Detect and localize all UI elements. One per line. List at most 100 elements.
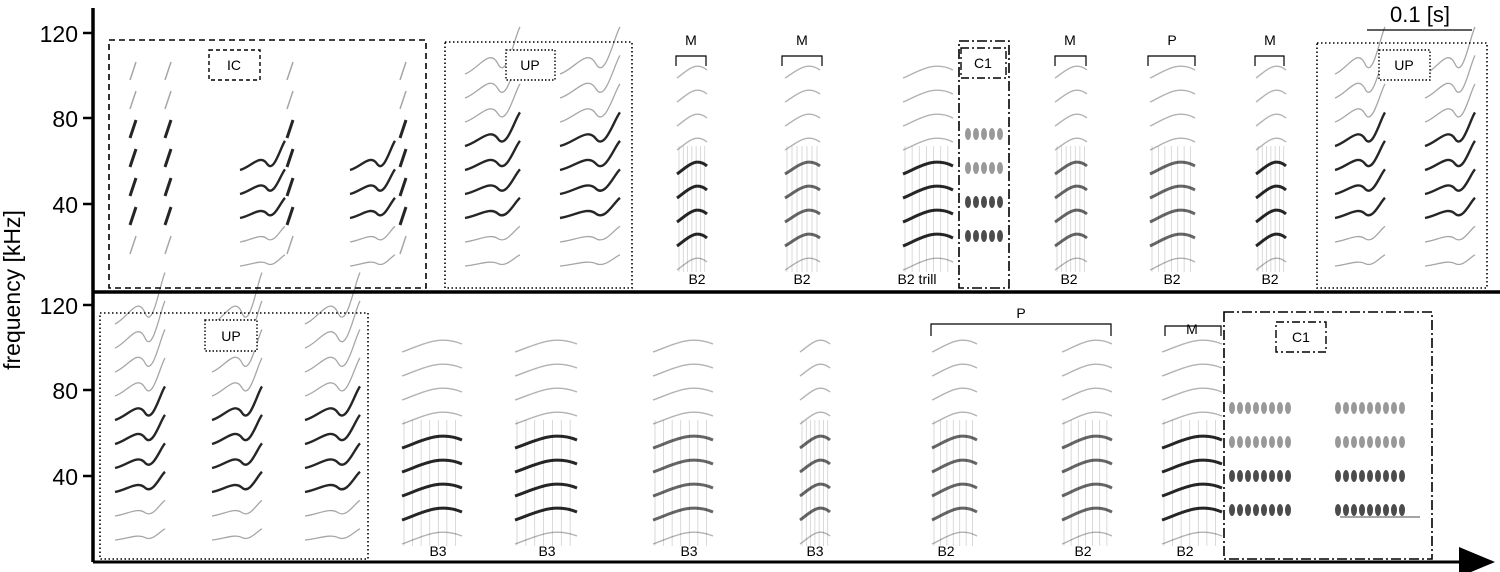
syllable-label: B2	[1163, 271, 1180, 287]
chirp-element	[1343, 470, 1349, 482]
label-box-c1-top	[960, 47, 1007, 79]
harmonic-trace	[211, 357, 263, 397]
harmonic-trace	[464, 196, 521, 220]
chirp-element	[973, 230, 979, 242]
harmonic-trace	[1334, 83, 1386, 123]
harmonic-trace	[349, 168, 396, 196]
chirp-element	[1359, 470, 1365, 482]
harmonic-trace	[784, 137, 821, 151]
harmonic-trace	[349, 254, 396, 267]
harmonic-trace	[164, 90, 172, 110]
chirp-element	[965, 128, 971, 140]
harmonic-trace	[559, 168, 621, 196]
harmonic-trace	[1149, 208, 1196, 224]
harmonic-trace	[559, 83, 621, 123]
harmonic-trace	[1424, 111, 1477, 148]
chirp-element	[1229, 470, 1235, 482]
chirp-element	[1269, 402, 1275, 414]
chirp-element	[981, 230, 987, 242]
chirp-element	[973, 196, 979, 208]
chirp-element	[1391, 504, 1397, 516]
harmonic-trace	[401, 363, 463, 377]
harmonic-trace	[652, 506, 714, 522]
harmonic-trace	[285, 119, 295, 139]
bracket-label: M	[1186, 321, 1198, 337]
harmonic-trace	[286, 61, 294, 81]
chirp-element	[1277, 402, 1283, 414]
chirp-element	[997, 128, 1003, 140]
chirp-element	[1399, 504, 1405, 516]
harmonic-trace	[931, 387, 978, 401]
chirp-element	[1391, 402, 1397, 414]
harmonic-trace	[902, 232, 954, 248]
chirp-element	[1245, 436, 1251, 448]
harmonic-trace	[1161, 506, 1223, 522]
chirp-element	[1383, 436, 1389, 448]
chirp-element	[1253, 402, 1259, 414]
harmonic-trace	[398, 119, 408, 139]
harmonic-trace	[514, 531, 578, 545]
chirp-element	[1391, 470, 1397, 482]
harmonic-trace	[304, 414, 361, 446]
harmonic-trace	[1161, 411, 1223, 425]
label-box-up-2	[1378, 49, 1431, 81]
chirp-element	[981, 128, 987, 140]
harmonic-trace	[514, 506, 578, 522]
harmonic-trace	[114, 385, 167, 422]
label-up-3: UP	[221, 328, 240, 344]
chirp-element	[981, 196, 987, 208]
chirp-element	[1367, 436, 1373, 448]
chirp-element	[1359, 436, 1365, 448]
label-box-ic	[208, 49, 261, 81]
harmonic-trace	[1255, 257, 1287, 271]
harmonic-trace	[211, 385, 264, 422]
harmonic-trace	[559, 111, 621, 148]
harmonic-trace	[399, 61, 407, 81]
harmonic-trace	[285, 148, 295, 168]
chirp-element	[1229, 402, 1235, 414]
harmonic-trace	[931, 411, 978, 425]
harmonic-trace	[239, 196, 286, 220]
harmonic-trace	[211, 414, 264, 446]
harmonic-trace	[1424, 254, 1476, 267]
harmonic-trace	[931, 531, 978, 545]
harmonic-trace	[902, 89, 954, 103]
chirp-element	[1367, 470, 1373, 482]
harmonic-trace	[211, 528, 263, 541]
chirp-element	[1277, 504, 1283, 516]
harmonic-trace	[559, 140, 621, 172]
harmonic-trace	[401, 531, 463, 545]
label-up-2: UP	[1394, 57, 1413, 73]
label-ic: IC	[227, 57, 241, 73]
harmonic-trace	[799, 458, 831, 474]
harmonic-trace	[652, 387, 714, 401]
harmonic-trace	[1255, 113, 1287, 127]
harmonic-trace	[464, 26, 521, 75]
harmonic-trace	[1149, 89, 1196, 103]
chirp-element	[1253, 504, 1259, 516]
harmonic-trace	[1334, 111, 1387, 148]
chirp-element	[1245, 504, 1251, 516]
harmonic-trace	[114, 442, 166, 470]
harmonic-trace	[514, 434, 578, 450]
harmonic-trace	[514, 339, 578, 353]
chirp-element	[989, 230, 995, 242]
harmonic-trace	[399, 90, 407, 110]
syllable-label: B2	[688, 271, 705, 287]
harmonic-trace	[799, 387, 831, 401]
box-up-1	[444, 41, 633, 289]
syllable-label: B2	[1261, 271, 1278, 287]
syllable-label: B3	[538, 543, 555, 559]
harmonic-trace	[128, 148, 138, 168]
harmonic-trace	[676, 160, 708, 176]
bracket-top-2: M	[781, 32, 823, 66]
harmonic-trace	[931, 363, 978, 377]
bracket-top-1: M	[675, 32, 707, 66]
harmonic-trace	[1061, 411, 1113, 425]
harmonic-trace	[1424, 196, 1476, 220]
box-ic	[108, 39, 427, 289]
harmonic-trace	[676, 208, 708, 224]
harmonic-trace	[1054, 160, 1088, 176]
harmonic-trace	[1255, 184, 1287, 200]
harmonic-trace	[1424, 55, 1476, 99]
